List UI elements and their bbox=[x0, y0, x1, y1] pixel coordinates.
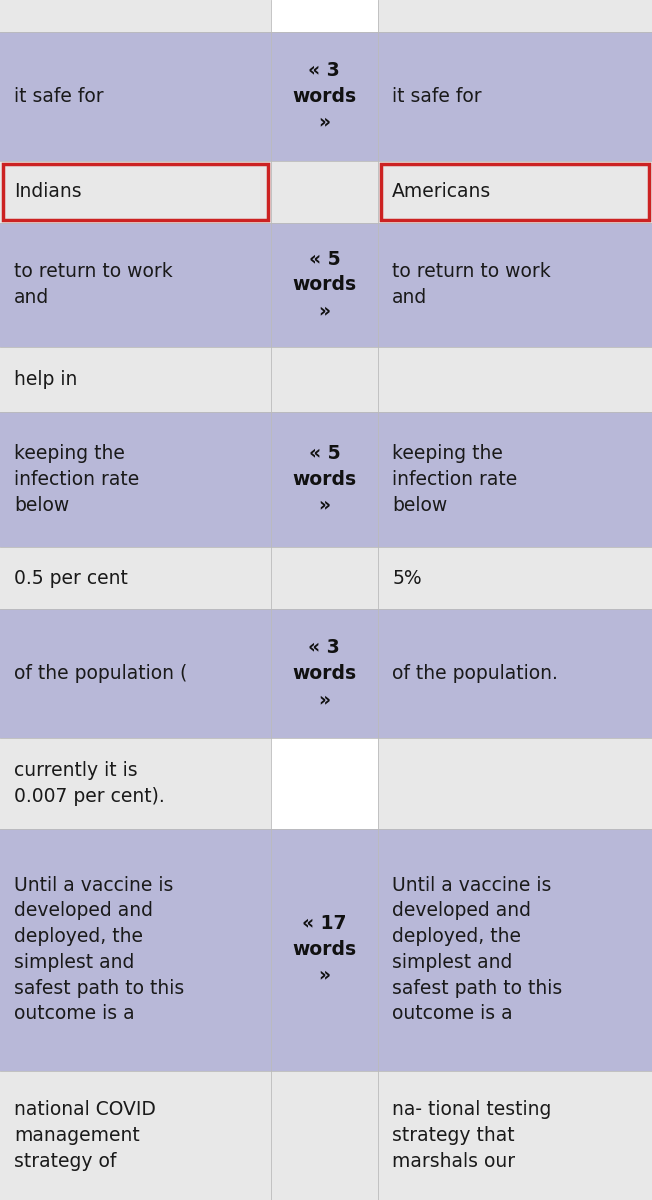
Bar bbox=[378, 223, 652, 347]
Bar bbox=[3, 164, 267, 220]
Bar bbox=[271, 0, 378, 31]
Bar bbox=[0, 0, 271, 31]
Text: Until a vaccine is
developed and
deployed, the
simplest and
safest path to this
: Until a vaccine is developed and deploye… bbox=[392, 876, 563, 1024]
Bar bbox=[0, 1070, 271, 1200]
Bar bbox=[378, 31, 652, 161]
Bar bbox=[0, 547, 271, 610]
Text: national COVID
management
strategy of: national COVID management strategy of bbox=[14, 1100, 156, 1170]
Bar bbox=[0, 347, 271, 412]
Text: of the population (: of the population ( bbox=[14, 665, 187, 683]
Bar bbox=[271, 31, 378, 161]
Text: of the population.: of the population. bbox=[392, 665, 558, 683]
Text: 5%: 5% bbox=[392, 569, 422, 588]
Text: help in: help in bbox=[14, 370, 78, 389]
Bar bbox=[271, 547, 378, 610]
Bar bbox=[271, 610, 378, 738]
Bar bbox=[271, 347, 378, 412]
Bar bbox=[0, 412, 271, 547]
Text: to return to work
and: to return to work and bbox=[392, 263, 551, 307]
Bar bbox=[381, 164, 649, 220]
Bar bbox=[271, 161, 378, 223]
Bar bbox=[271, 1070, 378, 1200]
Text: keeping the
infection rate
below: keeping the infection rate below bbox=[392, 444, 518, 515]
Text: « 5
words
»: « 5 words » bbox=[292, 250, 357, 320]
Bar bbox=[378, 610, 652, 738]
Text: « 17
words
»: « 17 words » bbox=[292, 914, 357, 985]
Bar bbox=[0, 828, 271, 1070]
Bar bbox=[271, 738, 378, 828]
Text: « 3
words
»: « 3 words » bbox=[292, 638, 357, 709]
Bar bbox=[378, 161, 652, 223]
Text: « 3
words
»: « 3 words » bbox=[292, 61, 357, 132]
Bar bbox=[0, 161, 271, 223]
Bar bbox=[271, 412, 378, 547]
Text: Americans: Americans bbox=[392, 182, 492, 202]
Text: 0.5 per cent: 0.5 per cent bbox=[14, 569, 128, 588]
Bar bbox=[378, 738, 652, 828]
Bar bbox=[0, 31, 271, 161]
Text: Indians: Indians bbox=[14, 182, 82, 202]
Bar bbox=[0, 223, 271, 347]
Bar bbox=[378, 412, 652, 547]
Bar bbox=[0, 738, 271, 828]
Text: na- tional testing
strategy that
marshals our: na- tional testing strategy that marshal… bbox=[392, 1100, 552, 1170]
Text: Until a vaccine is
developed and
deployed, the
simplest and
safest path to this
: Until a vaccine is developed and deploye… bbox=[14, 876, 185, 1024]
Bar bbox=[378, 547, 652, 610]
Bar bbox=[378, 0, 652, 31]
Bar bbox=[378, 828, 652, 1070]
Bar bbox=[378, 1070, 652, 1200]
Bar bbox=[378, 347, 652, 412]
Text: keeping the
infection rate
below: keeping the infection rate below bbox=[14, 444, 140, 515]
Text: « 5
words
»: « 5 words » bbox=[292, 444, 357, 515]
Bar bbox=[271, 828, 378, 1070]
Text: currently it is
0.007 per cent).: currently it is 0.007 per cent). bbox=[14, 761, 165, 806]
Text: it safe for: it safe for bbox=[14, 86, 104, 106]
Text: it safe for: it safe for bbox=[392, 86, 482, 106]
Bar bbox=[0, 610, 271, 738]
Bar bbox=[271, 223, 378, 347]
Text: to return to work
and: to return to work and bbox=[14, 263, 173, 307]
